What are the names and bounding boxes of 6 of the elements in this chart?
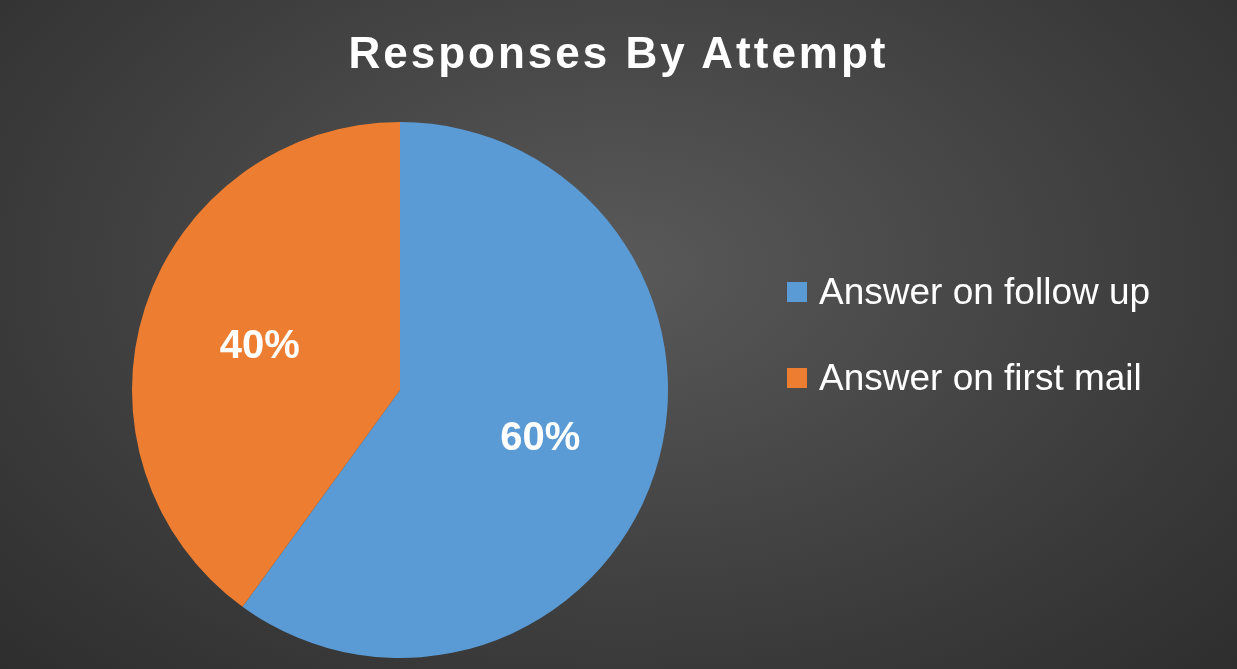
data-label: 40% [219, 322, 300, 367]
pie-slice [132, 122, 400, 607]
legend-label: Answer on first mail [819, 356, 1142, 399]
chart-title: Responses By Attempt [347, 28, 890, 78]
legend-label: Answer on follow up [819, 270, 1151, 313]
data-label: 60% [500, 413, 581, 458]
